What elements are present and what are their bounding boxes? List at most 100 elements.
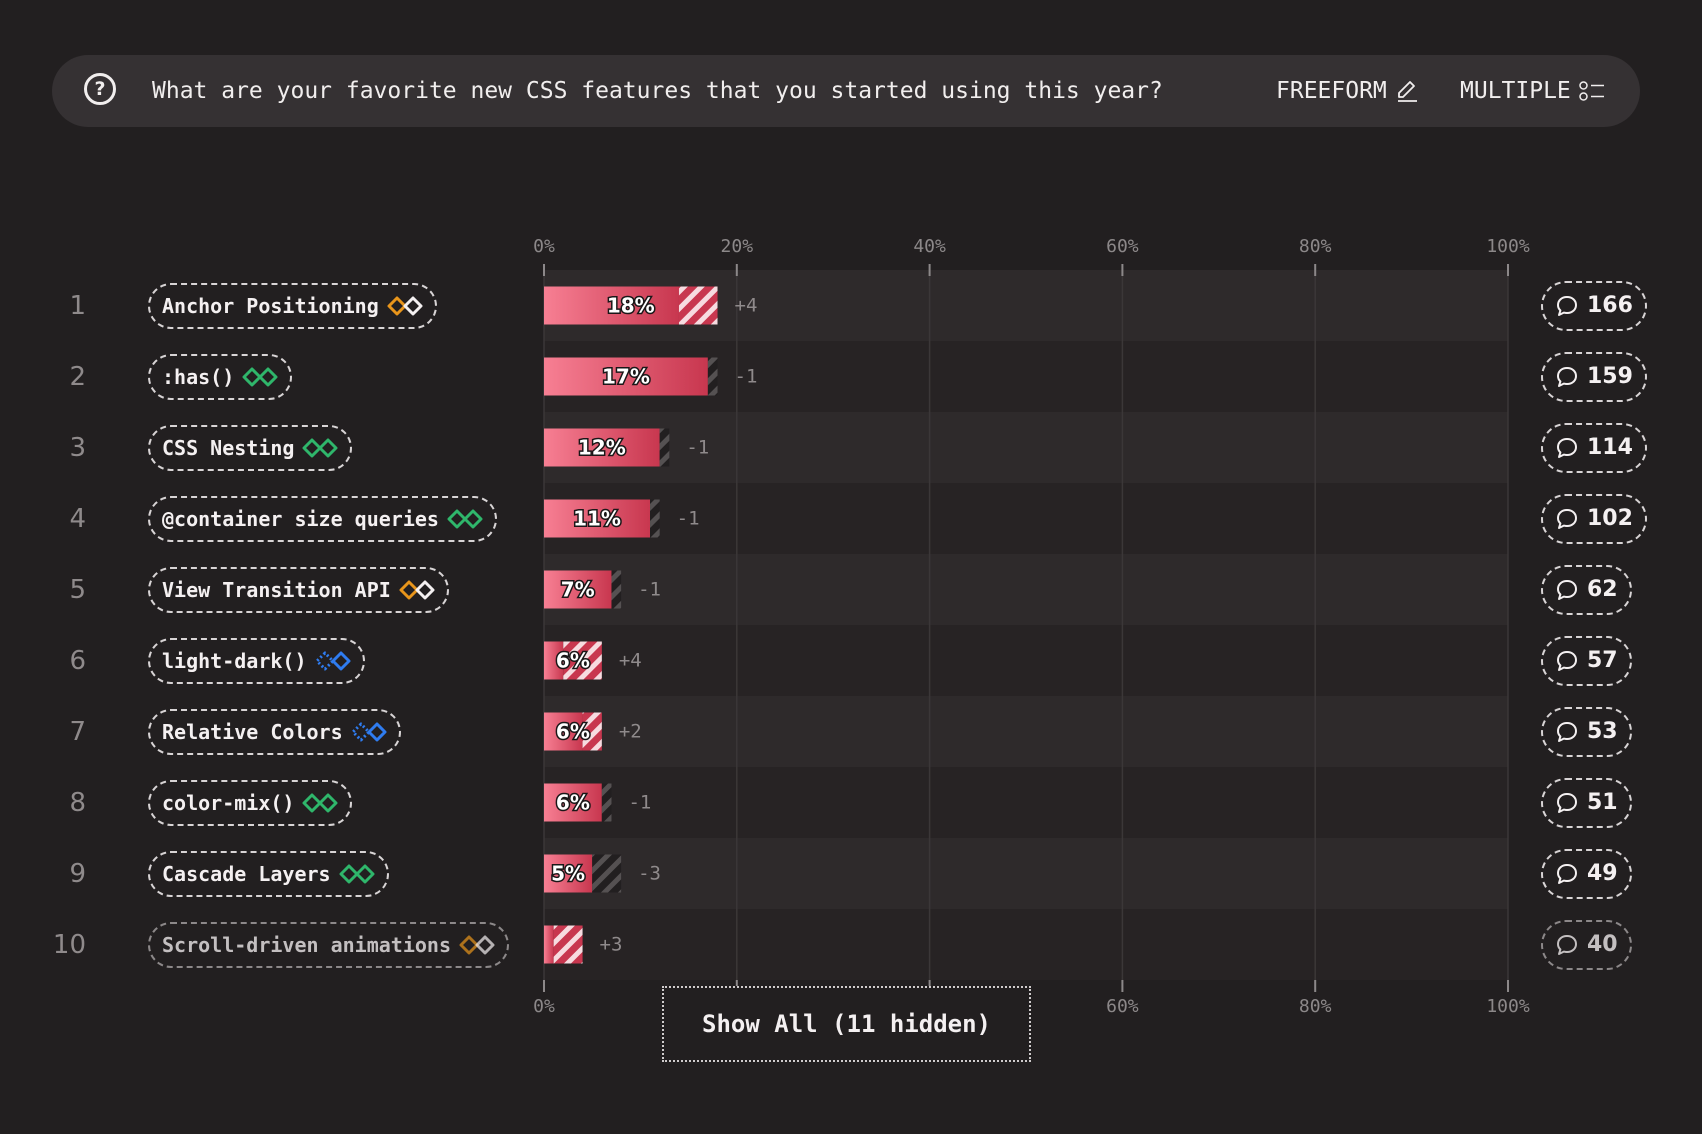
baseline-limited-icon xyxy=(399,580,435,599)
bar xyxy=(544,712,583,751)
feature-pill[interactable]: :has() xyxy=(148,353,293,400)
rank-number: 4 xyxy=(69,503,86,534)
speech-bubble-icon xyxy=(1557,437,1577,458)
bar-loss-segment xyxy=(611,570,622,609)
feature-label: Relative Colors xyxy=(162,719,343,744)
bar-change-label: +4 xyxy=(619,650,642,672)
feature-label: Anchor Positioning xyxy=(162,293,379,318)
bar xyxy=(544,357,708,396)
comment-count: 166 xyxy=(1587,293,1633,318)
bar-gain-segment xyxy=(678,286,718,325)
speech-bubble-icon xyxy=(1557,366,1577,387)
comment-count: 114 xyxy=(1587,435,1633,460)
bar-gain-segment xyxy=(563,641,602,680)
bar xyxy=(544,570,612,609)
comment-count-button[interactable]: 49 xyxy=(1541,848,1632,899)
comment-count-button[interactable]: 62 xyxy=(1541,564,1632,615)
comment-count-button[interactable]: 159 xyxy=(1541,351,1647,402)
feature-pill[interactable]: color-mix() xyxy=(148,779,353,826)
feature-label: View Transition API xyxy=(162,577,391,602)
comment-count-button[interactable]: 53 xyxy=(1541,706,1632,757)
bar-gain-segment xyxy=(553,925,583,964)
axis-tick-label: 100% xyxy=(1486,236,1530,257)
speech-bubble-icon xyxy=(1557,721,1577,742)
bar-value-label: 7% xyxy=(561,578,595,602)
comment-count-button[interactable]: 57 xyxy=(1541,635,1632,686)
axis-tick-label: 40% xyxy=(913,236,946,257)
baseline-limited-icon xyxy=(459,935,495,954)
rank-number: 6 xyxy=(69,645,86,676)
bar-value-label: 6% xyxy=(556,649,590,673)
feature-pill[interactable]: light-dark() xyxy=(148,637,365,684)
feature-label: CSS Nesting xyxy=(162,435,295,460)
feature-pill[interactable]: Relative Colors xyxy=(148,708,401,755)
bar-loss-segment xyxy=(601,783,612,822)
bar xyxy=(544,428,660,467)
multiple-mode-button[interactable]: MULTIPLE xyxy=(1460,55,1605,127)
feature-pill[interactable]: @container size queries xyxy=(148,495,497,542)
bar xyxy=(544,783,602,822)
speech-bubble-icon xyxy=(1557,508,1577,529)
question-text: What are your favorite new CSS features … xyxy=(152,78,1163,104)
baseline-newly-icon xyxy=(315,651,350,670)
comment-count: 49 xyxy=(1587,861,1618,886)
rank-number: 1 xyxy=(69,290,86,321)
baseline-widely-icon xyxy=(447,509,483,528)
baseline-newly-icon xyxy=(351,722,387,741)
comment-count-button[interactable]: 114 xyxy=(1541,422,1647,473)
axis-tick-label: 80% xyxy=(1298,996,1332,1017)
comment-count-button[interactable]: 102 xyxy=(1541,493,1647,544)
row-band xyxy=(544,767,1508,838)
rank-number: 2 xyxy=(69,361,86,392)
bar-change-label: +3 xyxy=(600,934,623,956)
row-band xyxy=(544,412,1508,483)
comment-count: 102 xyxy=(1587,506,1633,531)
comment-count-button[interactable]: 166 xyxy=(1541,280,1647,331)
bar xyxy=(544,641,564,680)
bar-value-label: 18% xyxy=(607,294,655,318)
comment-count: 51 xyxy=(1587,790,1618,815)
baseline-widely-icon xyxy=(302,438,338,457)
comment-count-button[interactable]: 40 xyxy=(1541,919,1632,970)
bar-change-label: -1 xyxy=(686,437,709,459)
rank-number: 7 xyxy=(69,716,86,747)
comment-count: 62 xyxy=(1587,577,1618,602)
feature-pill[interactable]: CSS Nesting xyxy=(148,424,353,471)
bar-loss-segment xyxy=(592,854,622,893)
question-help-icon[interactable]: ? xyxy=(84,73,116,105)
multiple-label: MULTIPLE xyxy=(1460,78,1571,104)
axis-tick-label: 60% xyxy=(1106,236,1139,257)
comment-count-button[interactable]: 51 xyxy=(1541,777,1632,828)
bar xyxy=(544,286,679,325)
rank-number: 8 xyxy=(69,787,86,818)
bar xyxy=(544,925,554,964)
feature-label: color-mix() xyxy=(162,790,295,815)
row-band xyxy=(544,838,1508,909)
show-all-button[interactable]: Show All (11 hidden) xyxy=(662,986,1031,1062)
bar-gain-segment xyxy=(582,712,602,751)
feature-label: light-dark() xyxy=(162,648,307,673)
bar-value-label: 6% xyxy=(556,791,590,815)
baseline-limited-icon xyxy=(387,296,423,315)
axis-tick-label: 80% xyxy=(1298,236,1332,257)
feature-pill[interactable]: Cascade Layers xyxy=(148,850,389,897)
bar-value-label: 17% xyxy=(602,365,650,389)
freeform-label: FREEFORM xyxy=(1276,78,1387,104)
bar-value-label: 11% xyxy=(573,507,621,531)
feature-label: @container size queries xyxy=(162,506,439,531)
pencil-icon xyxy=(1397,81,1417,102)
feature-label: Scroll-driven animations xyxy=(162,932,451,957)
freeform-mode-button[interactable]: FREEFORM xyxy=(1276,55,1419,127)
bar-loss-segment xyxy=(659,428,670,467)
bar-value-label: 12% xyxy=(578,436,626,460)
feature-pill[interactable]: Scroll-driven animations xyxy=(148,921,509,968)
rank-number: 9 xyxy=(69,858,86,889)
comment-count: 53 xyxy=(1587,719,1618,744)
feature-pill[interactable]: Anchor Positioning xyxy=(148,282,437,329)
bar-loss-segment xyxy=(650,499,660,538)
feature-pill[interactable]: View Transition API xyxy=(148,566,449,613)
speech-bubble-icon xyxy=(1557,579,1577,600)
bar-change-label: +2 xyxy=(619,721,642,743)
comment-count: 57 xyxy=(1587,648,1618,673)
